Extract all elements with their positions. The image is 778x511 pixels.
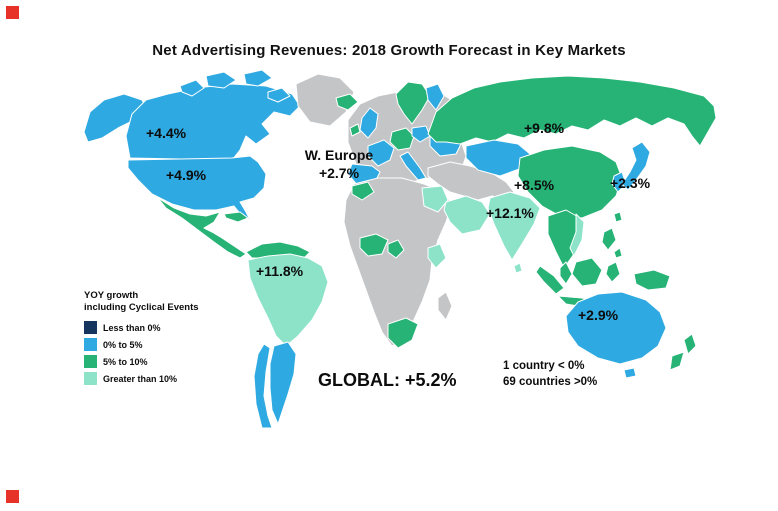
label-china-growth: +8.5% (514, 177, 555, 193)
legend-swatch-green (84, 355, 97, 368)
region-italy (399, 151, 427, 181)
region-korea (611, 171, 627, 193)
region-tasmania (623, 367, 637, 379)
region-new-guinea (633, 269, 671, 291)
legend-item-0-to-5: 0% to 5% (84, 338, 204, 351)
region-arctic-island-4 (267, 87, 291, 103)
region-sumatra (535, 265, 565, 295)
region-cuba (223, 211, 249, 223)
label-india-growth: +12.1% (486, 205, 534, 221)
legend-label: 0% to 5% (103, 339, 143, 350)
chart-title: Net Advertising Revenues: 2018 Growth Fo… (152, 42, 626, 59)
legend-swatch-mint (84, 372, 97, 385)
legend-label: Greater than 10% (103, 373, 178, 384)
region-greenland (295, 73, 355, 127)
legend-title-line1: YOY growth (84, 290, 139, 301)
region-west-africa (359, 233, 389, 257)
label-japan-growth: +2.3% (610, 175, 651, 191)
region-vietnam (569, 213, 585, 257)
region-australia (565, 291, 667, 365)
legend-swatch-navy (84, 321, 97, 334)
region-ireland (349, 123, 361, 137)
region-new-zealand-north (683, 333, 697, 355)
region-borneo (571, 257, 603, 287)
region-india (487, 191, 541, 261)
region-mexico-central-america (157, 197, 247, 259)
region-madagascar (437, 291, 453, 321)
region-argentina (269, 341, 297, 425)
region-nigeria (387, 239, 405, 259)
region-china (517, 145, 623, 219)
country-count-notes: 1 country < 0% 69 countries >0% (503, 358, 597, 390)
region-egypt (421, 185, 449, 213)
region-france (367, 139, 395, 167)
region-morocco (351, 181, 375, 201)
note-countries-above-zero: 69 countries >0% (503, 376, 598, 388)
region-russia (427, 75, 717, 147)
global-growth-label: GLOBAL: +5.2% (318, 370, 457, 390)
legend-item-greater-than-10: Greater than 10% (84, 372, 204, 385)
legend-swatch-blue (84, 338, 97, 351)
label-latin-america-growth: +11.8% (256, 263, 304, 279)
legend-title-line2: including Cyclical Events (84, 302, 199, 313)
region-scandinavia (395, 81, 431, 125)
label-russia-growth: +9.8% (524, 120, 565, 136)
region-arctic-island-1 (205, 71, 237, 89)
label-w-europe-name: W. Europe (304, 147, 374, 163)
legend: YOY growth including Cyclical Events Les… (84, 290, 204, 389)
region-east-africa (427, 243, 447, 269)
region-iceland (335, 93, 359, 111)
region-taiwan (613, 211, 623, 223)
region-usa (127, 155, 267, 221)
note-countries-below-zero: 1 country < 0% (503, 360, 585, 372)
region-new-zealand-south (669, 351, 685, 371)
region-arctic-island-2 (243, 69, 273, 87)
region-poland (411, 125, 431, 143)
legend-item-5-to-10: 5% to 10% (84, 355, 204, 368)
region-south-africa (387, 317, 419, 349)
corner-red-square-bottom (6, 490, 19, 503)
region-germany (389, 127, 415, 151)
region-sulawesi (605, 261, 621, 283)
corner-red-square-top (6, 6, 19, 19)
region-chile (253, 343, 273, 429)
legend-label: Less than 0% (103, 322, 161, 333)
region-arabia (443, 195, 491, 235)
region-arctic-island-3 (179, 79, 205, 97)
label-australia-growth: +2.9% (578, 307, 619, 323)
region-japan (621, 141, 651, 191)
label-canada-growth: +4.4% (146, 125, 187, 141)
region-finland (425, 83, 445, 111)
region-malay-peninsula (559, 261, 573, 285)
legend-label: 5% to 10% (103, 356, 148, 367)
label-w-europe: W. Europe +2.7% (302, 146, 376, 182)
region-sri-lanka (513, 262, 523, 274)
legend-items: Less than 0% 0% to 5% 5% to 10% Greater … (84, 321, 204, 385)
region-philippines-south (613, 247, 623, 259)
label-w-europe-growth: +2.7% (318, 165, 360, 181)
region-philippines (601, 227, 617, 251)
region-brazil-peru (247, 253, 329, 347)
legend-item-less-than-0: Less than 0% (84, 321, 204, 334)
label-usa-growth: +4.9% (166, 167, 207, 183)
